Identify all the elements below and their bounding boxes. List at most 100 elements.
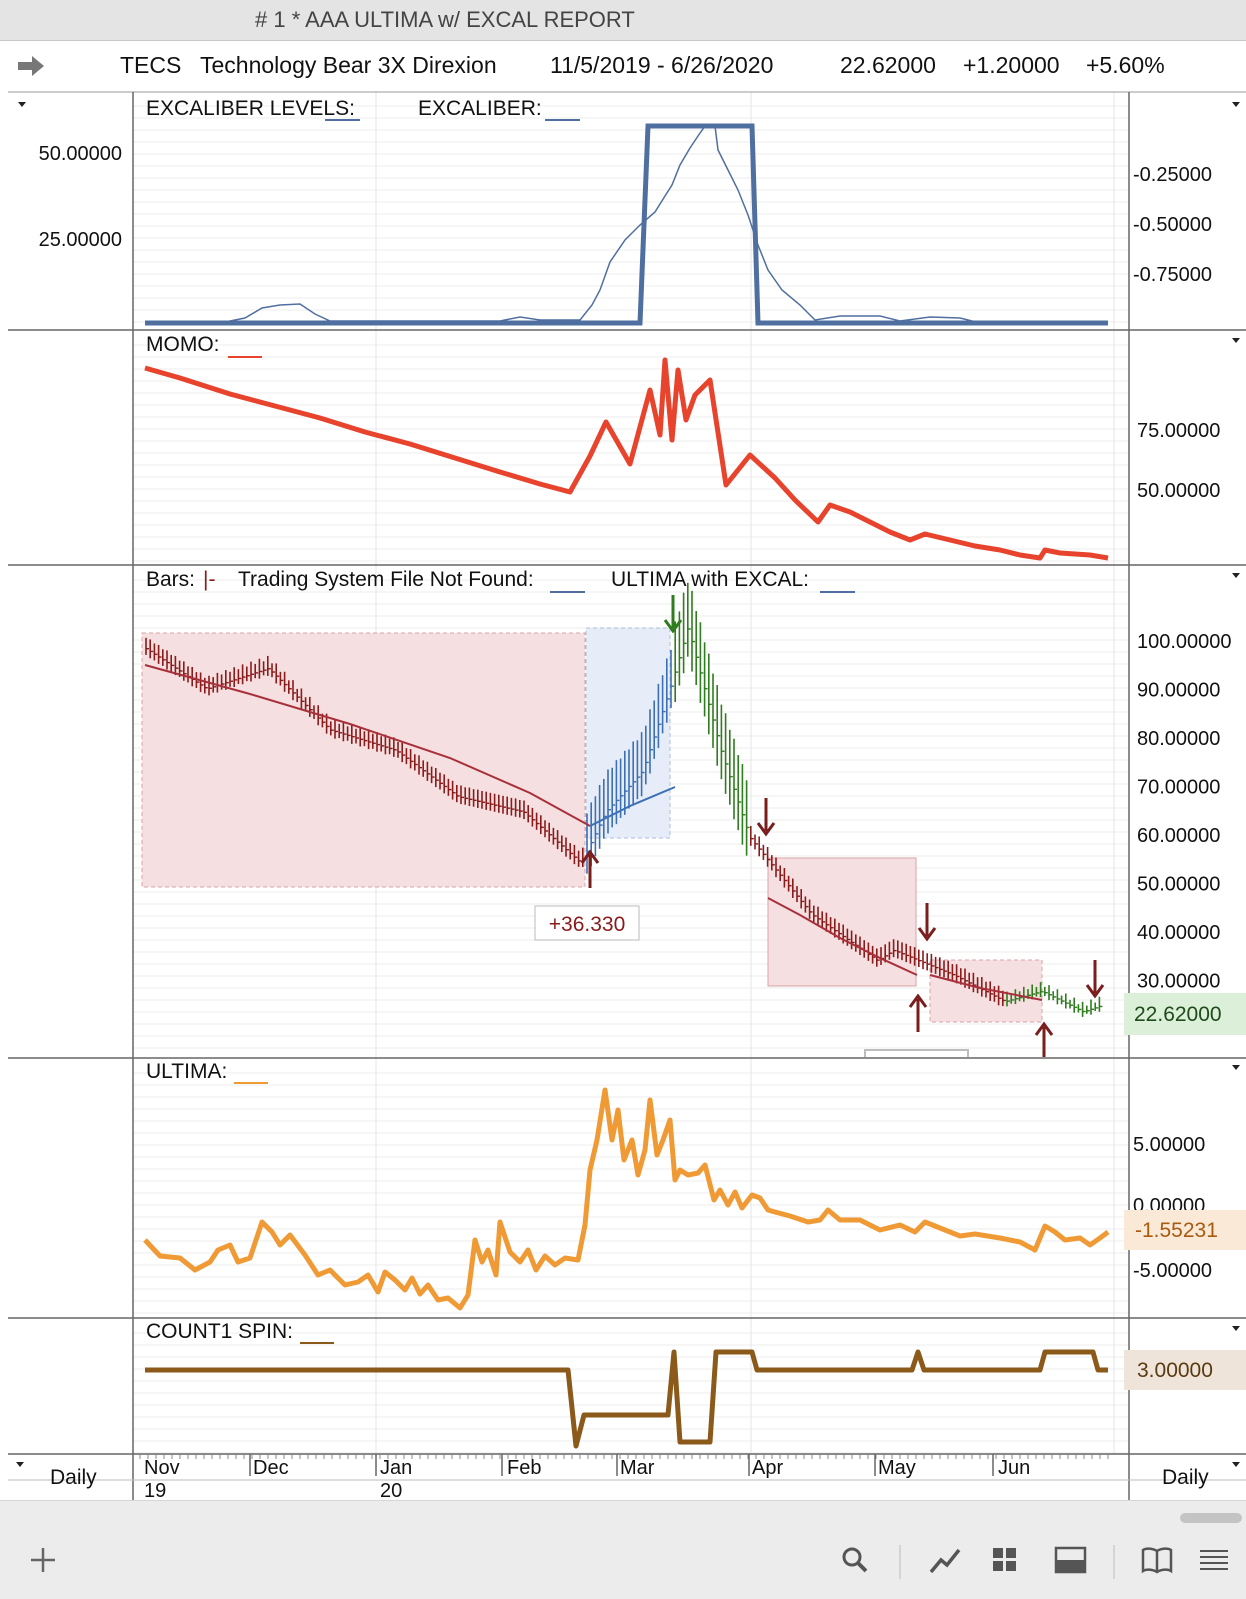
ohlc-bar [397, 741, 401, 758]
ohlc-bar [1073, 997, 1078, 1013]
line-chart-icon[interactable] [928, 1545, 962, 1575]
ohlc-bar [989, 981, 994, 1001]
panel-menu-chevron-down-icon[interactable] [1232, 338, 1240, 343]
ohlc-bar [636, 740, 641, 800]
ohlc-bar [359, 726, 364, 747]
ohlc-bar [266, 655, 271, 676]
panel-menu-chevron-down-icon[interactable] [1232, 573, 1240, 578]
ohlc-bar [460, 785, 464, 805]
panel-menu-chevron-down-icon[interactable] [1232, 102, 1240, 107]
bars-glyph: |- [203, 568, 215, 591]
ohlc-bar [607, 769, 611, 834]
excal-levels-label: EXCALIBER LEVELS: [146, 97, 355, 120]
ohlc-bar [233, 667, 238, 688]
trading-system-label: Trading System File Not Found: [238, 568, 534, 591]
ohlc-bar [758, 836, 763, 857]
ohlc-bar [342, 721, 347, 742]
horizontal-scrollbar[interactable] [1180, 1513, 1242, 1523]
panel-menu-chevron-down-icon[interactable] [16, 1462, 24, 1467]
ohlc-bar [682, 592, 687, 674]
search-icon[interactable] [840, 1545, 870, 1575]
ohlc-bar [287, 680, 292, 694]
ultima-label: ULTIMA: [146, 1060, 227, 1083]
short-trade-zone [141, 632, 586, 888]
ohlc-bar [649, 709, 653, 774]
ohlc-bar [926, 953, 931, 971]
price-change: +1.20000 [963, 52, 1060, 78]
ohlc-bar [695, 611, 700, 685]
ohlc-bar [1052, 991, 1057, 1001]
panel-menu-chevron-down-icon[interactable] [1232, 1462, 1240, 1467]
momo-panel: MOMO: 75.00000 50.00000 [144, 333, 1220, 561]
ohlc-bar [535, 812, 540, 830]
month-label: Jun [998, 1457, 1030, 1479]
book-icon[interactable] [1140, 1545, 1174, 1575]
sell-arrow-icon [917, 903, 937, 942]
ultima-panel: ULTIMA: 5.00000 0.00000 -5.00000 -1.5523… [143, 1060, 1246, 1311]
ohlc-bar [821, 911, 826, 928]
ohlc-bar [1035, 986, 1040, 997]
ohlc-bar [644, 725, 649, 785]
ohlc-bar [674, 621, 679, 703]
ohlc-bar [783, 868, 788, 888]
ohlc-bar [510, 797, 515, 816]
ohlc-bar [371, 733, 376, 749]
trade-profit-label: +36.330 [549, 913, 626, 936]
momo-right-tick: 75.00000 [1137, 420, 1220, 442]
toolbar-divider [1113, 1545, 1115, 1579]
ohlc-bar [560, 835, 565, 853]
ohlc-bar [464, 787, 469, 805]
grid-layout-icon[interactable] [990, 1545, 1020, 1575]
ohlc-bar [707, 653, 712, 735]
period-selector-right[interactable]: Daily [1162, 1466, 1209, 1489]
forward-arrow-icon[interactable] [16, 55, 46, 77]
ohlc-bar [938, 957, 943, 977]
ohlc-bar [170, 654, 175, 672]
ohlc-bar [1044, 986, 1048, 997]
panel-menu-chevron-down-icon[interactable] [1232, 1065, 1240, 1070]
ohlc-bar [1056, 989, 1061, 1005]
ohlc-bar [997, 985, 1002, 1006]
chart-area[interactable]: EXCALIBER LEVELS: EXCALIBER: 50.00000 25… [0, 89, 1246, 1500]
price-right-tick: 50.00000 [1137, 874, 1220, 896]
ohlc-bar [388, 738, 393, 755]
excal-levels-line [145, 123, 1108, 326]
symbol-info-bar: TECS Technology Bear 3X Direxion 11/5/20… [0, 41, 1246, 90]
ohlc-bar [1060, 995, 1065, 1005]
ohlc-bar [905, 943, 910, 963]
excal-line [145, 125, 1108, 324]
ohlc-bar [229, 671, 233, 687]
ohlc-bar [888, 941, 893, 960]
ohlc-bar [334, 718, 338, 739]
ohlc-bar [439, 772, 443, 790]
ohlc-bar [896, 940, 901, 959]
ohlc-bar [338, 723, 343, 739]
month-label: May [878, 1457, 916, 1479]
buy-arrow-icon [1034, 1021, 1054, 1057]
period-selector-left[interactable]: Daily [50, 1466, 97, 1489]
panel-layout-icon[interactable] [1054, 1545, 1088, 1575]
ohlc-bar [749, 825, 754, 846]
window-title: # 1 * AAA ULTIMA w/ EXCAL REPORT [255, 7, 635, 32]
ultima-excal-trail-line [144, 664, 591, 827]
menu-icon[interactable] [1198, 1545, 1230, 1575]
excal-right-tick: -0.50000 [1133, 214, 1212, 236]
ohlc-bar [733, 738, 737, 820]
sell-arrow-icon [1085, 960, 1105, 999]
excal-left-tick: 50.00000 [39, 143, 122, 165]
ohlc-bar [846, 928, 851, 946]
ohlc-bar [304, 697, 309, 711]
ohlc-bar [829, 917, 834, 934]
ultima-line [143, 1087, 1110, 1311]
ohlc-bar [174, 655, 179, 676]
price-panel-scroll-tab[interactable] [864, 1049, 969, 1057]
ohlc-bar [943, 960, 947, 978]
add-icon[interactable] [28, 1545, 58, 1575]
ohlc-bar [506, 796, 511, 815]
ohlc-bar [502, 795, 506, 814]
year-label: 20 [380, 1480, 402, 1500]
panel-menu-chevron-down-icon[interactable] [1232, 1326, 1240, 1331]
ohlc-bar [661, 675, 666, 734]
price-right-tick: 100.00000 [1137, 631, 1232, 653]
panel-menu-chevron-down-icon[interactable] [18, 102, 26, 107]
